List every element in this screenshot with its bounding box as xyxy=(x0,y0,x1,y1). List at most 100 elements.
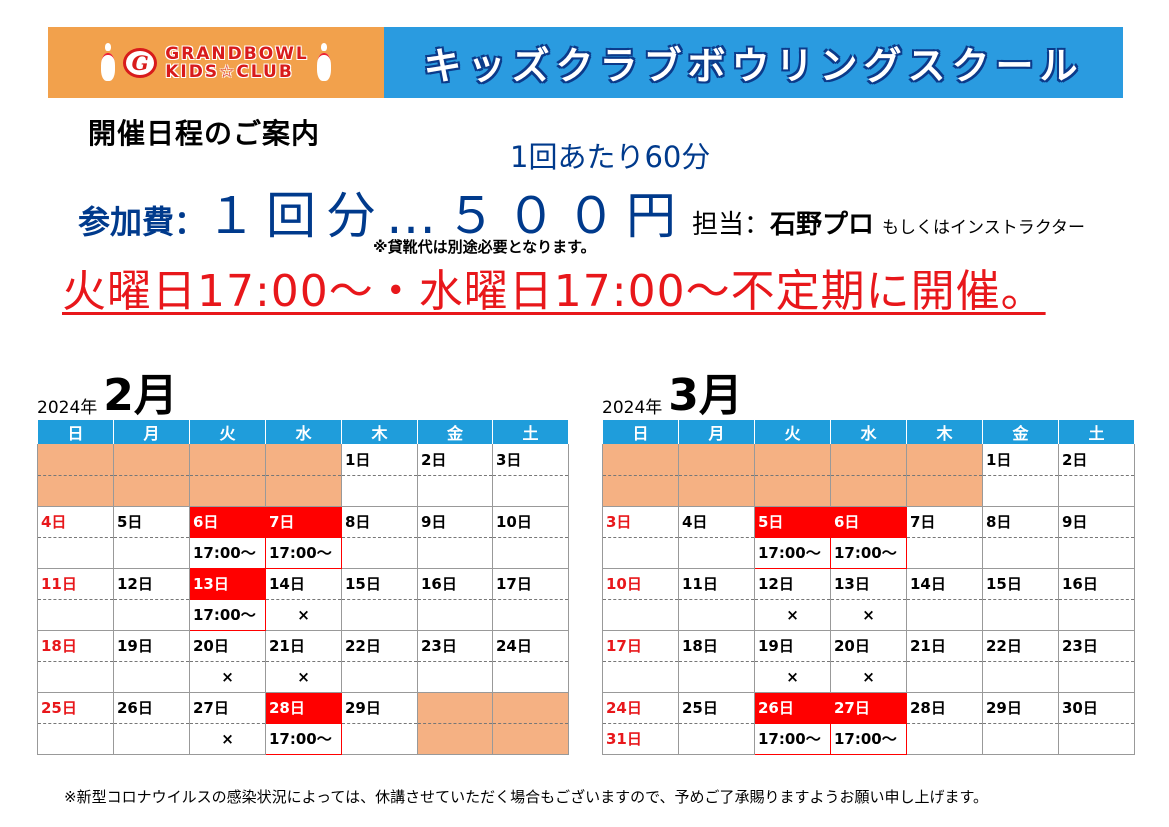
week-info-row: 17:00～ 17:00～ xyxy=(37,536,569,569)
empty-day-cell xyxy=(189,475,266,507)
weekday-header: 日 xyxy=(37,420,114,444)
staff-name: 石野プロ xyxy=(770,210,875,240)
day-session: 31日 xyxy=(602,723,679,755)
fee-line: 参加費： １回分…５００円 担当： 石野プロ もしくはインストラクター xyxy=(78,176,1085,248)
empty-day-cell xyxy=(113,444,190,476)
day-session xyxy=(1058,599,1135,631)
empty-day-cell xyxy=(417,692,493,724)
week-date-row: 1日 2日 xyxy=(602,444,1135,476)
day-session: 17:00～ xyxy=(189,598,266,631)
day-session: 17:00～ xyxy=(830,536,907,569)
empty-day-cell xyxy=(265,475,342,507)
weekday-header: 金 xyxy=(982,420,1059,444)
week-info-row: 31日 17:00～ 17:00～ xyxy=(602,722,1135,755)
day-date: 20日 xyxy=(189,630,266,662)
day-session xyxy=(602,537,679,569)
day-date: 22日 xyxy=(982,630,1059,662)
day-date: 28日 xyxy=(265,691,342,724)
day-session xyxy=(37,661,114,693)
day-date: 19日 xyxy=(113,630,190,662)
day-session xyxy=(341,599,418,631)
weekday-header: 日 xyxy=(602,420,679,444)
day-date: 27日 xyxy=(830,691,907,724)
day-session xyxy=(906,537,983,569)
day-session xyxy=(492,537,569,569)
day-session xyxy=(113,661,190,693)
calendar-month: 2月 xyxy=(103,370,178,421)
week-date-row: 4日 5日 6日 7日 8日 9日 10日 xyxy=(37,505,569,538)
day-date: 16日 xyxy=(417,568,493,600)
day-session xyxy=(417,661,493,693)
empty-day-cell xyxy=(492,723,569,755)
day-session xyxy=(417,537,493,569)
weekday-header: 木 xyxy=(906,420,983,444)
day-session xyxy=(341,475,418,507)
day-session xyxy=(492,475,569,507)
day-date: 9日 xyxy=(1058,506,1135,538)
day-date: 7日 xyxy=(906,506,983,538)
day-session xyxy=(1058,537,1135,569)
empty-day-cell xyxy=(754,475,831,507)
empty-day-cell xyxy=(602,444,679,476)
weekday-header: 月 xyxy=(678,420,755,444)
day-session xyxy=(678,723,755,755)
day-date: 21日 xyxy=(265,630,342,662)
logo-mark: G xyxy=(123,47,158,78)
day-session xyxy=(341,537,418,569)
day-date: 6日 xyxy=(189,505,266,538)
day-session: 17:00～ xyxy=(189,536,266,569)
day-date: 21日 xyxy=(906,630,983,662)
day-session xyxy=(678,537,755,569)
day-date: 15日 xyxy=(982,568,1059,600)
weekday-header: 火 xyxy=(189,420,266,444)
week-info-row: 17:00～ × xyxy=(37,598,569,631)
calendar-header: 2024年 2月 xyxy=(37,362,569,420)
day-session xyxy=(417,599,493,631)
day-session xyxy=(906,723,983,755)
weekday-header: 木 xyxy=(341,420,418,444)
week-date-row: 25日 26日 27日 28日 29日 xyxy=(37,691,569,724)
day-session: 17:00～ xyxy=(754,536,831,569)
empty-day-cell xyxy=(754,444,831,476)
day-date: 5日 xyxy=(113,506,190,538)
shoes-note: ※貸靴代は別途必要となります。 xyxy=(373,238,596,256)
day-date: 25日 xyxy=(678,692,755,724)
logo-line-2: KIDS☆CLUB xyxy=(165,61,294,82)
day-date: 13日 xyxy=(189,567,266,600)
empty-day-cell xyxy=(602,475,679,507)
schedule-summary: 火曜日17:00～・水曜日17:00～不定期に開催。 xyxy=(62,266,1046,317)
calendar-header: 2024年 3月 xyxy=(602,362,1135,420)
day-session xyxy=(341,661,418,693)
day-date: 11日 xyxy=(37,568,114,600)
empty-day-cell xyxy=(37,475,114,507)
day-session: 17:00～ xyxy=(265,722,342,755)
calendar-table: 日月火水木金土 1日 2日 3日 4日 5日 6日 7日 8日 9日 10日 17:00～ 17:00… xyxy=(37,420,569,755)
day-date: 7日 xyxy=(265,505,342,538)
day-session xyxy=(982,599,1059,631)
day-date: 24日 xyxy=(602,692,679,724)
day-date: 26日 xyxy=(754,691,831,724)
day-date: 10日 xyxy=(602,568,679,600)
week-date-row: 1日 2日 3日 xyxy=(37,444,569,476)
fee-label: 参加費： xyxy=(78,203,207,241)
day-session xyxy=(341,723,418,755)
day-date: 29日 xyxy=(341,692,418,724)
day-date: 8日 xyxy=(982,506,1059,538)
day-date: 10日 xyxy=(492,506,569,538)
day-date: 27日 xyxy=(189,692,266,724)
empty-day-cell xyxy=(189,444,266,476)
day-session xyxy=(906,661,983,693)
fee-amount: １回分…５００円 xyxy=(206,187,687,245)
day-session xyxy=(1058,661,1135,693)
empty-day-cell xyxy=(678,475,755,507)
day-session xyxy=(113,599,190,631)
day-session: 17:00～ xyxy=(754,722,831,755)
empty-day-cell xyxy=(265,444,342,476)
calendar-month: 3月 xyxy=(668,370,743,421)
day-session: × xyxy=(189,723,266,755)
day-date: 30日 xyxy=(1058,692,1135,724)
week-date-row: 11日 12日 13日 14日 15日 16日 17日 xyxy=(37,567,569,600)
day-session xyxy=(37,537,114,569)
day-session: × xyxy=(189,661,266,693)
weekday-header: 月 xyxy=(113,420,190,444)
